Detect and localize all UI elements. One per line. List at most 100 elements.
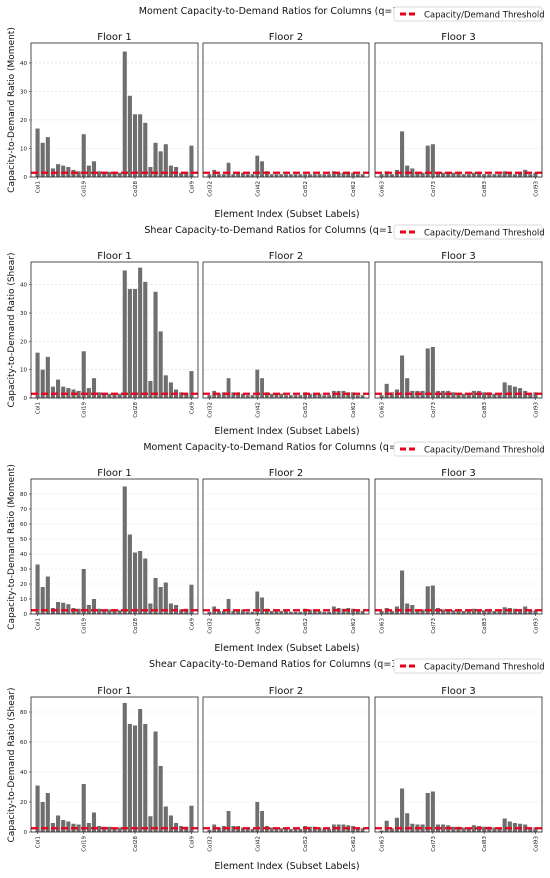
x-tick-label: Col28 — [133, 618, 139, 634]
bar — [327, 829, 332, 832]
bar — [451, 826, 456, 832]
bar — [168, 815, 173, 832]
bar — [189, 584, 194, 614]
x-tick-label: Col63 — [380, 618, 386, 634]
bar — [127, 534, 132, 614]
panel-title: Floor 2 — [269, 32, 303, 43]
bar — [179, 172, 184, 177]
bar — [35, 352, 40, 398]
bar — [112, 827, 117, 832]
y-tick-label: 20 — [20, 582, 27, 588]
x-tick-label: Col52 — [303, 181, 309, 197]
bar — [148, 816, 153, 832]
bar — [245, 174, 250, 177]
x-tick-label: Col83 — [482, 836, 488, 852]
bar — [379, 395, 384, 398]
bar — [274, 174, 279, 177]
bar — [189, 145, 194, 177]
bar — [61, 820, 66, 832]
x-tick-label: Col42 — [255, 836, 261, 852]
bar — [184, 826, 189, 832]
bar — [56, 602, 61, 614]
bar — [303, 608, 308, 614]
y-axis-label: Capacity-to-Demand Ratio (Shear) — [7, 252, 17, 407]
bar — [226, 162, 231, 177]
bar — [466, 174, 471, 177]
bar — [279, 828, 284, 832]
bar — [379, 174, 384, 177]
bar — [217, 611, 221, 614]
bar — [250, 829, 255, 832]
y-tick-label: 20 — [20, 118, 27, 124]
bar — [260, 811, 264, 832]
x-axis-label: Element Index (Subset Labels) — [214, 426, 359, 437]
bar — [384, 171, 389, 177]
bar — [221, 392, 226, 398]
bar — [179, 392, 184, 398]
bar — [45, 576, 50, 614]
bar — [322, 395, 327, 398]
bar — [502, 607, 507, 614]
bar — [430, 791, 435, 832]
bar — [217, 827, 221, 832]
y-tick-label: 40 — [20, 283, 27, 289]
bar — [112, 172, 117, 177]
bar — [492, 174, 497, 177]
x-tick-label: Col83 — [482, 618, 488, 634]
panel-floor-2: Floor 2 Col32 Col42 Col52 Col62 — [202, 32, 370, 197]
bar — [207, 611, 212, 614]
bar — [279, 393, 284, 398]
bar — [279, 611, 284, 614]
bar — [107, 826, 112, 832]
x-tick-label: Col93 — [533, 836, 539, 852]
bar — [81, 134, 86, 177]
x-tick-label: Col1 — [36, 181, 42, 193]
bar — [492, 611, 497, 614]
bar — [317, 827, 322, 832]
y-tick-label: 0 — [24, 830, 28, 836]
bar — [461, 393, 466, 398]
bar — [76, 608, 81, 614]
x-tick-label: Col83 — [482, 181, 488, 197]
bar — [441, 172, 446, 177]
x-tick-label: Col9 — [189, 836, 195, 849]
y-tick-label: 40 — [20, 770, 27, 776]
bar — [533, 827, 538, 832]
bar — [346, 172, 351, 177]
bar — [112, 610, 117, 614]
bar — [389, 174, 394, 177]
bar — [189, 371, 194, 398]
bar — [66, 167, 71, 177]
y-tick-label: 10 — [20, 146, 27, 152]
panel-frame — [30, 696, 199, 833]
bar — [420, 172, 425, 177]
x-tick-label: Col19 — [82, 836, 88, 852]
bar — [327, 174, 332, 177]
x-tick-label: Col62 — [351, 402, 357, 418]
bar — [250, 611, 255, 614]
bar — [466, 611, 471, 614]
bar — [512, 608, 517, 614]
y-tick-label: 50 — [20, 537, 27, 543]
y-tick-label: 10 — [20, 368, 27, 374]
x-tick-label: Col1 — [36, 836, 42, 848]
bar — [163, 375, 168, 398]
bar — [355, 174, 360, 177]
bar — [107, 609, 112, 614]
bar — [66, 388, 71, 398]
bar — [35, 564, 40, 614]
y-tick-label: 40 — [20, 552, 27, 558]
bar — [245, 829, 250, 832]
bar — [327, 611, 332, 614]
panel-title: Floor 3 — [441, 686, 475, 697]
bar — [507, 821, 512, 832]
bar — [189, 805, 194, 832]
bar — [163, 806, 168, 832]
bar — [40, 142, 45, 177]
bar — [143, 122, 148, 177]
bar — [226, 599, 231, 614]
bar — [533, 172, 538, 177]
bar — [405, 603, 410, 614]
bar — [240, 609, 245, 614]
x-tick-label: Col62 — [351, 836, 357, 852]
